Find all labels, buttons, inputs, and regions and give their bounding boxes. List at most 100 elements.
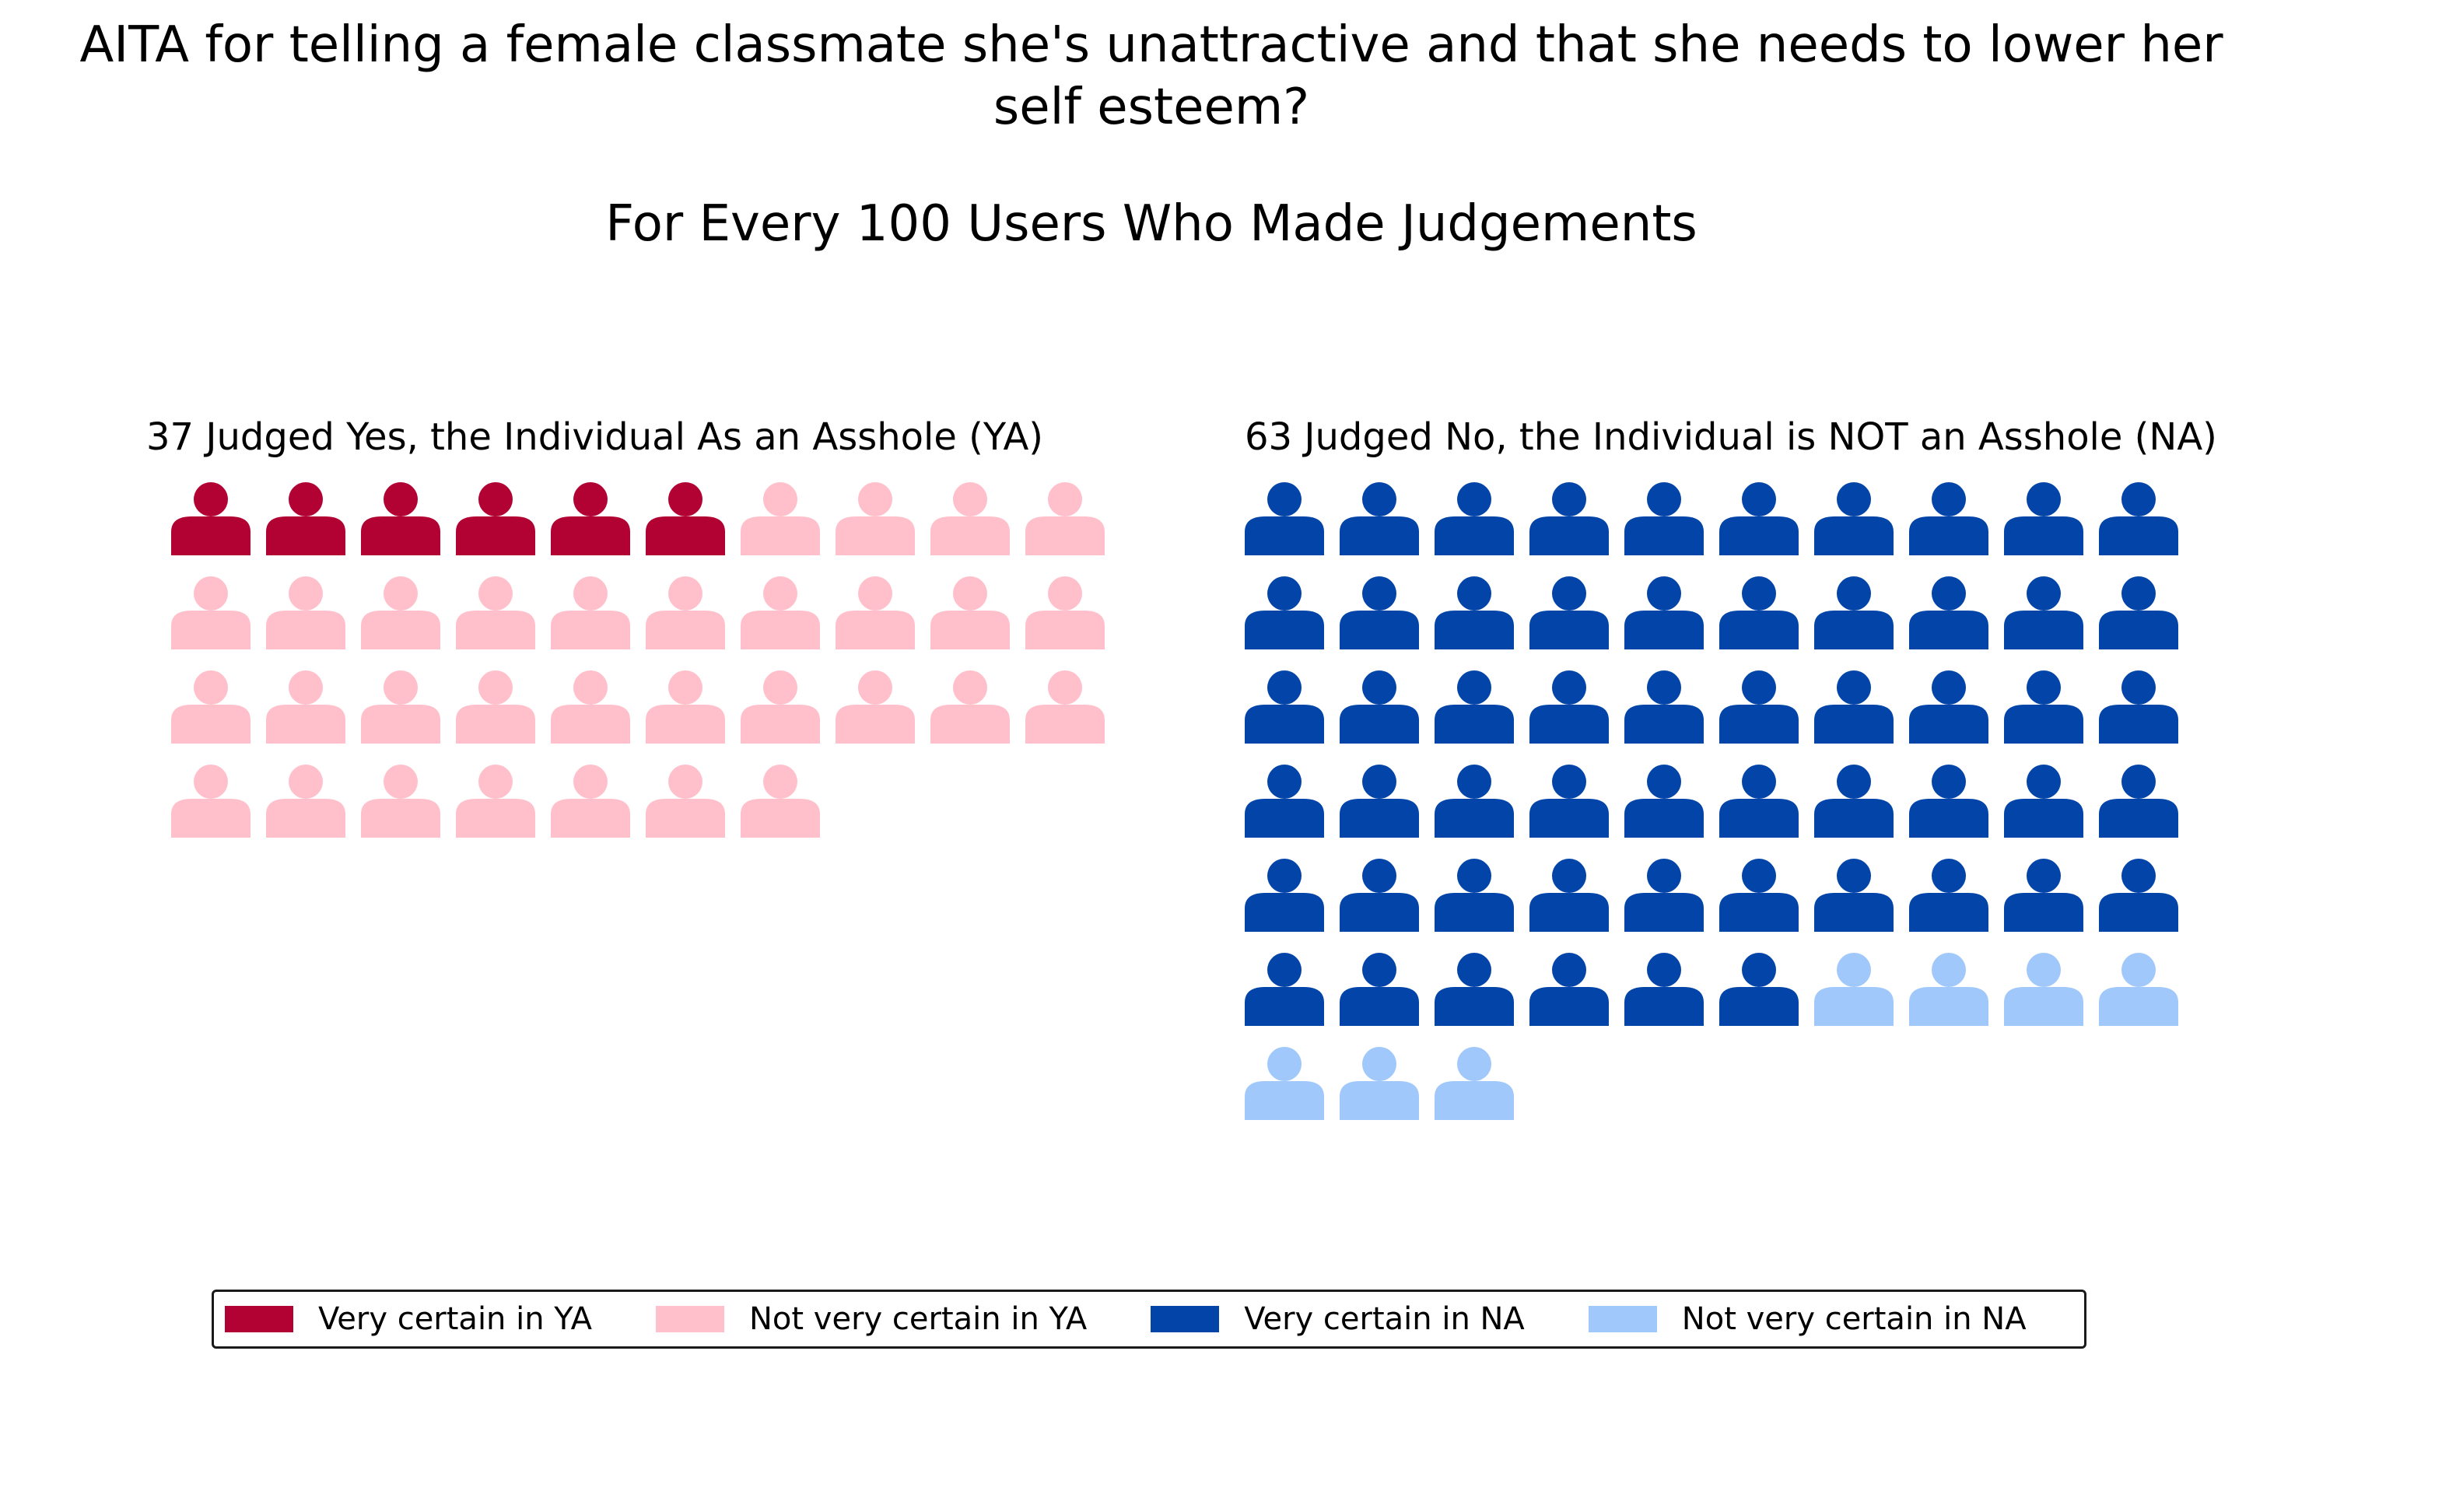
legend-swatch-not-very-certain-na <box>1588 1306 1657 1332</box>
person-icon-very-certain-in-na <box>1529 859 1609 932</box>
person-icon-very-certain-in-na <box>1529 953 1609 1026</box>
person-icon-very-certain-in-na <box>1719 859 1799 932</box>
legend-item-very-certain-ya: Very certain in YA <box>225 1301 592 1337</box>
person-icon-very-certain-in-na <box>1245 576 1324 649</box>
person-icon-not-very-certain-in-ya <box>171 576 251 649</box>
person-icon-very-certain-in-na <box>1909 670 1988 744</box>
person-icon-very-certain-in-na <box>1340 576 1419 649</box>
person-icon-very-certain-in-na <box>1529 765 1609 838</box>
person-icon-not-very-certain-in-ya <box>741 482 820 555</box>
person-icon-very-certain-in-ya <box>171 482 251 555</box>
person-icon-very-certain-in-na <box>1245 859 1324 932</box>
person-icon-very-certain-in-na <box>1435 670 1514 744</box>
person-icon-not-very-certain-in-na <box>2099 953 2178 1026</box>
person-icon-not-very-certain-in-na <box>1340 1047 1419 1120</box>
person-icon-not-very-certain-in-na <box>1909 953 1988 1026</box>
person-icon-very-certain-in-na <box>2004 576 2083 649</box>
person-icon-very-certain-in-na <box>1435 576 1514 649</box>
person-icon-not-very-certain-in-ya <box>456 765 535 838</box>
person-icon-not-very-certain-in-ya <box>361 670 440 744</box>
person-icon-very-certain-in-na <box>1719 953 1799 1026</box>
person-icon-not-very-certain-in-ya <box>456 670 535 744</box>
person-icon-not-very-certain-in-ya <box>456 576 535 649</box>
chart-subtitle: For Every 100 Users Who Made Judgements <box>605 195 1697 253</box>
person-icon-very-certain-in-na <box>1340 765 1419 838</box>
person-icon-very-certain-in-na <box>1909 576 1988 649</box>
person-icon-very-certain-in-na <box>2099 670 2178 744</box>
person-icon-very-certain-in-na <box>1435 859 1514 932</box>
person-icon-very-certain-in-na <box>1245 482 1324 555</box>
person-icon-very-certain-in-na <box>1909 482 1988 555</box>
person-icon-very-certain-in-na <box>2099 482 2178 555</box>
person-icon-not-very-certain-in-ya <box>646 576 725 649</box>
person-icon-very-certain-in-na <box>1719 482 1799 555</box>
person-icon-not-very-certain-in-ya <box>836 670 915 744</box>
person-icon-very-certain-in-na <box>1909 859 1988 932</box>
person-icon-very-certain-in-na <box>1245 953 1324 1026</box>
person-icon-very-certain-in-na <box>1814 670 1894 744</box>
person-icon-not-very-certain-in-ya <box>551 765 630 838</box>
person-icon-very-certain-in-na <box>1624 576 1704 649</box>
legend: Very certain in YA Not very certain in Y… <box>212 1290 2086 1349</box>
person-icon-not-very-certain-in-ya <box>836 576 915 649</box>
person-icon-not-very-certain-in-ya <box>741 765 820 838</box>
person-icon-very-certain-in-na <box>1340 670 1419 744</box>
person-icon-very-certain-in-ya <box>266 482 345 555</box>
person-icon-very-certain-in-na <box>1529 670 1609 744</box>
person-icon-very-certain-in-na <box>1719 670 1799 744</box>
panel-title-na: 63 Judged No, the Individual is NOT an A… <box>1245 415 2217 459</box>
person-icon-very-certain-in-na <box>1814 859 1894 932</box>
person-icon-not-very-certain-in-ya <box>741 576 820 649</box>
legend-label: Very certain in NA <box>1244 1301 1525 1337</box>
person-icon-very-certain-in-ya <box>551 482 630 555</box>
person-icon-very-certain-in-ya <box>646 482 725 555</box>
person-icon-not-very-certain-in-ya <box>1025 576 1105 649</box>
person-icon-very-certain-in-na <box>1909 765 1988 838</box>
person-icon-not-very-certain-in-ya <box>1025 482 1105 555</box>
person-icon-very-certain-in-na <box>1814 482 1894 555</box>
person-icon-very-certain-in-na <box>2004 859 2083 932</box>
person-icon-not-very-certain-in-ya <box>551 670 630 744</box>
person-icon-not-very-certain-in-na <box>1245 1047 1324 1120</box>
person-icon-very-certain-in-na <box>2004 765 2083 838</box>
legend-swatch-very-certain-na <box>1151 1306 1220 1332</box>
person-icon-very-certain-in-na <box>2099 576 2178 649</box>
person-icon-very-certain-in-na <box>1529 576 1609 649</box>
person-icon-very-certain-in-na <box>1624 765 1704 838</box>
person-icon-very-certain-in-na <box>1340 859 1419 932</box>
waffle-grid-ya <box>171 482 1105 838</box>
person-icon-very-certain-in-na <box>2099 859 2178 932</box>
person-icon-not-very-certain-in-ya <box>741 670 820 744</box>
person-icon-very-certain-in-na <box>1814 576 1894 649</box>
person-icon-very-certain-in-na <box>1624 859 1704 932</box>
legend-item-not-very-certain-na: Not very certain in NA <box>1588 1301 2027 1337</box>
person-icon-not-very-certain-in-ya <box>266 670 345 744</box>
person-icon-not-very-certain-in-ya <box>551 576 630 649</box>
legend-item-very-certain-na: Very certain in NA <box>1151 1301 1525 1337</box>
person-icon-very-certain-in-na <box>1529 482 1609 555</box>
person-icon-not-very-certain-in-ya <box>646 765 725 838</box>
person-icon-not-very-certain-in-ya <box>361 765 440 838</box>
legend-item-not-very-certain-ya: Not very certain in YA <box>656 1301 1087 1337</box>
legend-swatch-very-certain-ya <box>225 1306 293 1332</box>
person-icon-very-certain-in-na <box>1624 670 1704 744</box>
panel-title-ya: 37 Judged Yes, the Individual As an Assh… <box>146 415 1044 459</box>
person-icon-not-very-certain-in-ya <box>836 482 915 555</box>
legend-label: Not very certain in NA <box>1681 1301 2027 1337</box>
person-icon-very-certain-in-na <box>1624 482 1704 555</box>
person-icon-not-very-certain-in-na <box>1435 1047 1514 1120</box>
person-icon-not-very-certain-in-ya <box>266 576 345 649</box>
person-icon-very-certain-in-na <box>2099 765 2178 838</box>
person-icon-not-very-certain-in-ya <box>266 765 345 838</box>
person-icon-very-certain-in-na <box>2004 482 2083 555</box>
person-icon-not-very-certain-in-na <box>1814 953 1894 1026</box>
person-icon-not-very-certain-in-ya <box>1025 670 1105 744</box>
person-icon-very-certain-in-na <box>1719 765 1799 838</box>
person-icon-not-very-certain-in-ya <box>646 670 725 744</box>
person-icon-not-very-certain-in-ya <box>171 670 251 744</box>
person-icon-not-very-certain-in-ya <box>361 576 440 649</box>
person-icon-not-very-certain-in-na <box>2004 953 2083 1026</box>
person-icon-not-very-certain-in-ya <box>930 670 1010 744</box>
person-icon-very-certain-in-na <box>1340 953 1419 1026</box>
person-icon-very-certain-in-na <box>1245 670 1324 744</box>
